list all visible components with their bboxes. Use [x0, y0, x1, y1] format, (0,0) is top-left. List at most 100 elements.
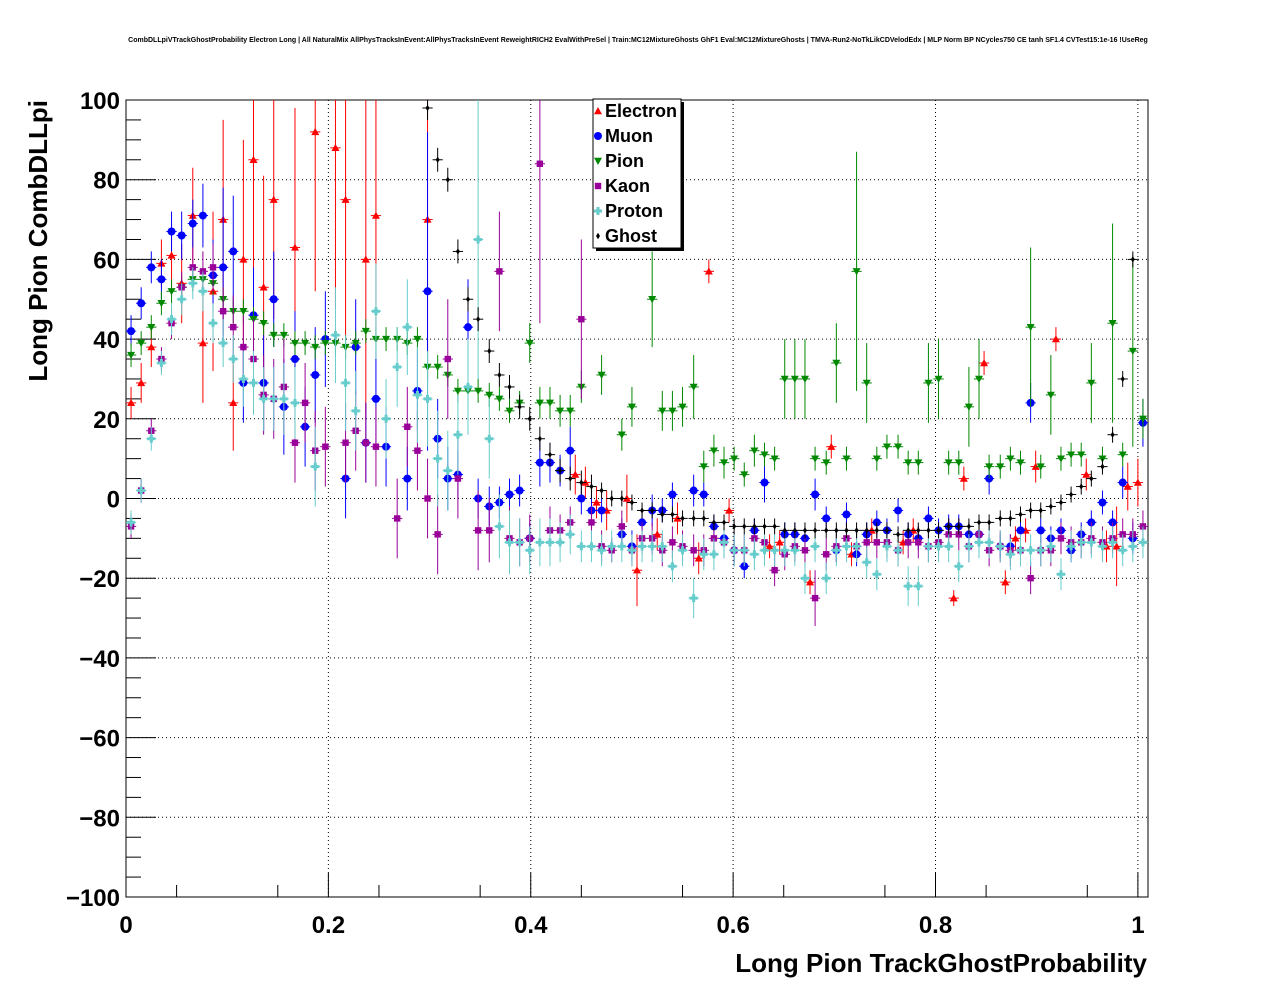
data-point — [485, 434, 494, 443]
data-point — [720, 538, 729, 547]
data-point — [732, 523, 737, 530]
data-point — [455, 248, 460, 255]
data-point — [239, 374, 248, 383]
data-point — [678, 403, 687, 411]
data-point — [1100, 463, 1105, 470]
chart-title: CombDLLpiVTrackGhostProbability Electron… — [128, 37, 1148, 44]
data-point — [1130, 256, 1135, 263]
data-point — [279, 394, 288, 403]
legend-marker — [594, 157, 602, 165]
data-point — [199, 268, 207, 275]
data-point — [1016, 526, 1025, 535]
data-point — [1067, 451, 1076, 459]
data-point — [609, 495, 614, 502]
data-point — [822, 459, 831, 467]
data-point — [872, 455, 881, 463]
data-point — [1082, 470, 1091, 478]
data-point — [884, 527, 889, 534]
data-point — [896, 531, 901, 538]
data-point — [1108, 538, 1117, 547]
data-point — [487, 347, 492, 355]
data-point — [975, 538, 984, 547]
data-point — [177, 231, 186, 240]
data-point — [571, 470, 580, 478]
legend-label: Proton — [605, 201, 663, 221]
data-point — [916, 527, 921, 534]
data-point — [725, 506, 734, 514]
data-point — [433, 363, 442, 371]
data-point — [873, 539, 881, 546]
data-point — [578, 315, 585, 323]
data-point — [954, 562, 963, 571]
data-point — [517, 403, 522, 411]
data-point — [259, 394, 268, 403]
data-point — [331, 331, 340, 340]
legend-label: Muon — [605, 126, 653, 146]
data-point — [699, 550, 708, 559]
data-point — [157, 275, 166, 284]
y-axis-title: Long Pion CombDLLpi — [23, 100, 53, 382]
data-point — [985, 463, 994, 471]
data-point — [894, 506, 903, 515]
data-point — [597, 546, 606, 555]
data-point — [760, 478, 769, 487]
data-point — [525, 546, 534, 555]
data-point — [1051, 335, 1060, 343]
data-point — [1056, 455, 1065, 463]
data-point — [882, 443, 891, 451]
data-point — [1077, 451, 1086, 459]
data-layer — [125, 100, 1149, 627]
data-point — [545, 399, 554, 407]
data-point — [433, 454, 442, 463]
data-point — [269, 195, 278, 203]
data-point — [568, 475, 573, 482]
data-point — [689, 594, 698, 603]
legend-marker — [594, 132, 602, 140]
data-point — [752, 523, 757, 530]
data-point — [466, 296, 471, 303]
data-point — [1120, 375, 1125, 383]
data-point — [1069, 491, 1074, 498]
data-point — [269, 295, 278, 304]
data-point — [709, 447, 718, 455]
series-proton — [125, 100, 1149, 619]
data-point — [872, 570, 881, 579]
data-point — [404, 423, 411, 430]
data-point — [750, 550, 759, 559]
data-point — [127, 351, 136, 360]
data-point — [597, 506, 606, 515]
legend-marker — [594, 207, 602, 215]
data-point — [1006, 550, 1015, 559]
data-point — [259, 283, 268, 291]
data-point — [495, 522, 504, 531]
data-point — [167, 315, 176, 324]
data-point — [239, 308, 248, 316]
data-point — [720, 459, 729, 467]
data-point — [535, 458, 544, 467]
data-point — [1118, 451, 1127, 459]
data-point — [485, 391, 494, 399]
data-point — [670, 511, 675, 518]
data-point — [453, 387, 462, 395]
data-point — [792, 527, 797, 534]
data-point — [780, 546, 789, 555]
data-point — [547, 451, 552, 458]
data-point — [854, 527, 859, 534]
data-point — [832, 546, 841, 555]
data-point — [597, 371, 606, 379]
data-point — [249, 378, 258, 387]
y-tick-label: −80 — [79, 805, 120, 832]
data-point — [1036, 526, 1045, 535]
legend-marker — [596, 232, 600, 240]
data-point — [906, 527, 911, 534]
data-point — [633, 566, 641, 574]
data-point — [770, 546, 779, 555]
data-point — [680, 515, 685, 522]
data-point — [198, 287, 207, 296]
data-point — [497, 371, 502, 379]
data-point — [269, 394, 278, 403]
data-point — [486, 527, 493, 534]
data-point — [924, 542, 933, 551]
data-point — [694, 554, 703, 562]
data-point — [527, 415, 532, 422]
